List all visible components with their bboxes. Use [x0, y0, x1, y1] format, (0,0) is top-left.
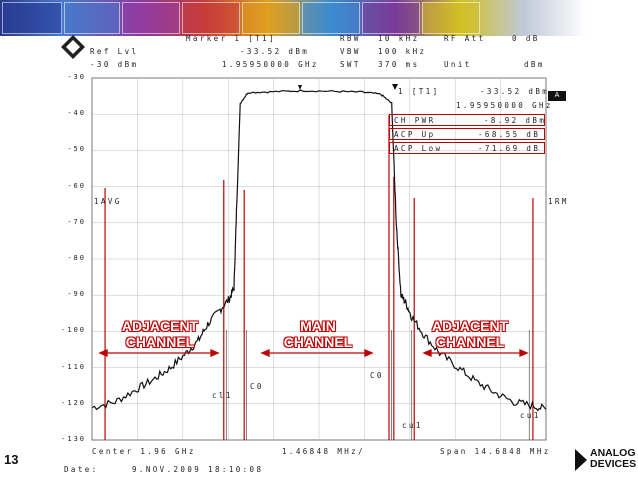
- rf-att-label: RF Att: [444, 34, 486, 43]
- a-badge: A: [548, 91, 566, 101]
- acp-up-row: [389, 128, 545, 140]
- ch-pwr-value: -8.92 dBm: [484, 116, 547, 125]
- y-tick-label: -130: [61, 435, 86, 443]
- cu1-outer-label: cu1: [520, 411, 541, 420]
- date-value: 9.NOV.2009 18:10:08: [132, 465, 264, 474]
- y-tick-label: -60: [67, 181, 86, 190]
- analog-devices-triangle-icon: [575, 449, 587, 471]
- plot-grid: [92, 78, 546, 440]
- banner-tile: [122, 2, 180, 34]
- unit-value: dBm: [524, 60, 545, 69]
- center-freq: Center 1.96 GHz: [92, 447, 196, 456]
- annotation-line: CHANNEL: [283, 334, 353, 350]
- analog-devices-logo: ANALOG DEVICES: [575, 448, 636, 471]
- annotation-line: ADJACENT: [431, 318, 509, 334]
- y-tick-label: -50: [67, 145, 86, 154]
- swt-value: 370 ms: [378, 60, 420, 69]
- annotation-line: ADJACENT: [121, 318, 199, 334]
- span-value: Span 14.6848 MHz: [440, 447, 551, 456]
- y-tick-label: -70: [67, 217, 86, 226]
- acp-low-label: ACP Low: [394, 144, 443, 153]
- banner-tile: [302, 2, 360, 34]
- marker-level: -33.52 dBm: [240, 47, 310, 56]
- date-label: Date:: [64, 465, 99, 474]
- adjacent-channel-left-annotation: ADJACENT CHANNEL: [112, 318, 208, 350]
- annotation-line: CHANNEL: [435, 334, 505, 350]
- channel-arrows: [98, 349, 529, 357]
- channel-lines: [104, 177, 534, 440]
- y-tick-label: -100: [61, 326, 86, 335]
- banner-tile: [2, 2, 62, 34]
- logo-line: DEVICES: [590, 458, 637, 470]
- y-tick-label: -110: [61, 362, 86, 371]
- banner-tile: [422, 2, 480, 34]
- ch-pwr-row: [389, 114, 545, 126]
- cl1-label: cl1: [212, 391, 233, 400]
- cu1-inner-label: cu1: [402, 421, 423, 430]
- logo-line: ANALOG: [590, 447, 636, 459]
- ref-lvl-value: -30 dBm: [90, 60, 139, 69]
- annotation-line: MAIN: [300, 318, 336, 334]
- readout-freq: 1.95950000 GHz: [456, 101, 553, 110]
- c0-right-label: C0: [370, 371, 384, 380]
- banner-tile: [64, 2, 120, 34]
- banner-tile: [182, 2, 240, 34]
- ref-lvl-label: Ref Lvl: [90, 47, 139, 56]
- swt-label: SWT: [340, 60, 361, 69]
- y-tick-label: -40: [67, 109, 86, 118]
- header-banner: [0, 0, 638, 36]
- acp-low-row: [389, 142, 545, 154]
- division-value: 1.46848 MHz/: [282, 447, 365, 456]
- rs-logo-icon: [61, 35, 85, 59]
- vbw-value: 100 kHz: [378, 47, 427, 56]
- rf-att-value: 0 dB: [512, 34, 540, 43]
- acp-low-value: -71.69 dB: [478, 144, 541, 153]
- annotation-line: CHANNEL: [125, 334, 195, 350]
- banner-tile: [242, 2, 300, 34]
- y-tick-label: -120: [61, 398, 86, 407]
- ch-pwr-label: CH PWR: [394, 116, 436, 125]
- rbw-value: 10 kHz: [378, 34, 420, 43]
- y-tick-label: -30: [67, 73, 86, 81]
- rbw-label: RBW: [340, 34, 361, 43]
- avg-label: 1AVG: [94, 197, 122, 206]
- readout-level: -33.52 dBm: [480, 87, 550, 96]
- unit-label: Unit: [444, 60, 472, 69]
- marker-title: Marker 1 [T1]: [186, 34, 276, 43]
- vbw-label: VBW: [340, 47, 361, 56]
- marker-triangle-icon: [392, 84, 398, 90]
- marker-freq: 1.95950000 GHz: [222, 60, 319, 69]
- acp-up-label: ACP Up: [394, 130, 436, 139]
- main-channel-annotation: MAIN CHANNEL: [270, 318, 366, 350]
- acp-up-value: -68.55 dB: [478, 130, 541, 139]
- y-tick-label: -90: [67, 290, 86, 299]
- banner-tile: [362, 2, 420, 34]
- adjacent-channel-right-annotation: ADJACENT CHANNEL: [422, 318, 518, 350]
- rm-label: 1RM: [548, 197, 569, 206]
- readout-marker-tag: 1 [T1]: [398, 87, 440, 96]
- c0-left-label: C0: [250, 382, 264, 391]
- marker-1-icon: [298, 85, 302, 90]
- slide-number: 13: [4, 452, 19, 467]
- y-tick-label: -80: [67, 254, 86, 262]
